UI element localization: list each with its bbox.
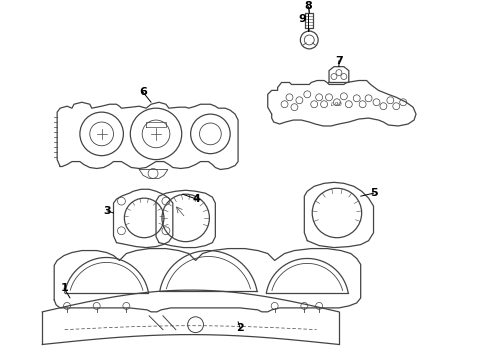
Text: 4: 4 [193, 194, 200, 204]
Text: 8: 8 [304, 1, 312, 12]
Text: 7: 7 [335, 56, 343, 66]
Text: 1: 1 [60, 283, 68, 293]
Text: L-90: L-90 [331, 102, 343, 107]
Text: 9: 9 [298, 14, 306, 24]
Text: 2: 2 [236, 323, 244, 333]
Text: 5: 5 [370, 188, 377, 198]
Text: 6: 6 [139, 87, 147, 97]
Text: 3: 3 [104, 206, 111, 216]
